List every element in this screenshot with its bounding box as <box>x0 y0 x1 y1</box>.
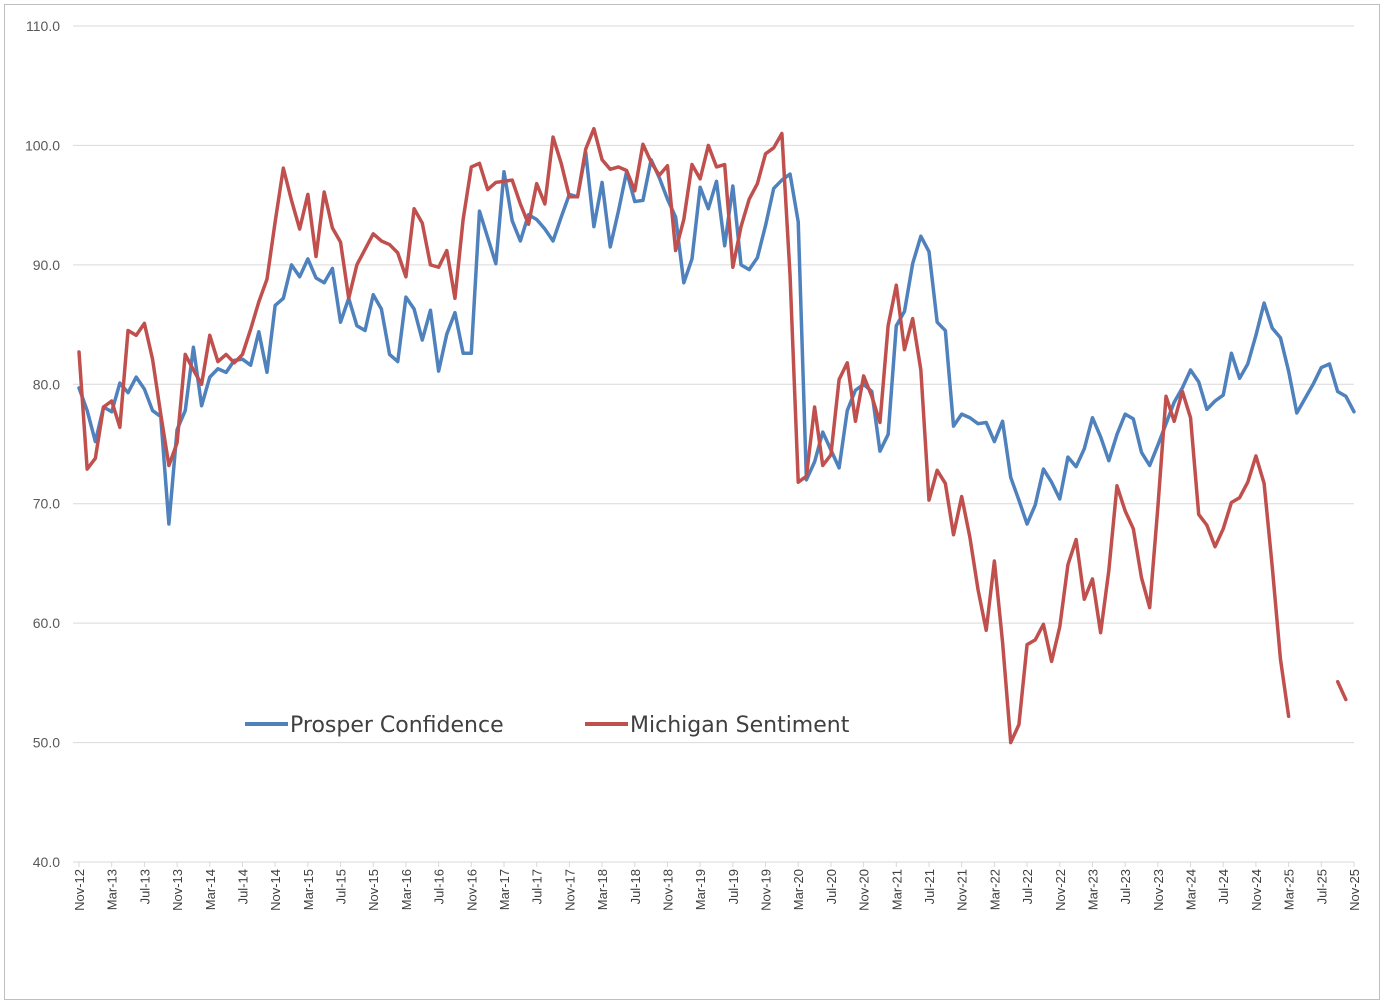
series-lines <box>77 126 1356 745</box>
x-tick-label: Jul-16 <box>432 869 447 904</box>
x-tick-label: Nov-12 <box>72 869 87 911</box>
x-tick-label: Jul-13 <box>137 869 152 904</box>
legend-label-michigan: Michigan Sentiment <box>630 713 850 738</box>
x-tick-label: Nov-17 <box>562 869 577 911</box>
x-tick-label: Jul-17 <box>530 869 545 904</box>
x-tick-label: Mar-13 <box>105 869 120 910</box>
x-tick-label: Nov-15 <box>366 869 381 911</box>
x-tick-label: Jul-20 <box>824 869 839 904</box>
x-tick-label: Mar-24 <box>1184 869 1199 910</box>
x-tick-label: Mar-17 <box>497 869 512 910</box>
x-tick-label: Nov-23 <box>1151 869 1166 911</box>
x-tick-label: Nov-21 <box>955 869 970 911</box>
x-tick-label: Nov-16 <box>464 869 479 911</box>
x-tick-label: Mar-16 <box>399 869 414 910</box>
x-axis <box>78 861 1355 867</box>
x-tick-label: Jul-22 <box>1020 869 1035 904</box>
x-tick-label: Mar-14 <box>203 869 218 910</box>
x-tick-label: Mar-21 <box>889 869 904 910</box>
x-tick-label: Nov-13 <box>170 869 185 911</box>
legend-label-prosper: Prosper Confidence <box>290 713 504 738</box>
x-tick-label: Jul-14 <box>235 869 250 904</box>
x-tick-label: Mar-19 <box>693 869 708 910</box>
x-tick-label: Jul-19 <box>726 869 741 904</box>
series-line-prosper-confidence <box>77 150 1356 526</box>
x-tick-label: Nov-18 <box>660 869 675 911</box>
x-tick-label: Jul-23 <box>1118 869 1133 904</box>
x-tick-label: Jul-18 <box>628 869 643 904</box>
x-tick-label: Nov-24 <box>1249 869 1264 911</box>
x-tick-label: Jul-25 <box>1314 869 1329 904</box>
x-tick-label: Mar-22 <box>987 869 1002 910</box>
y-tick-label: 100.0 <box>25 137 60 153</box>
y-tick-label: 60.0 <box>33 615 60 631</box>
x-tick-label: Nov-14 <box>268 869 283 911</box>
y-tick-label: 70.0 <box>33 496 60 512</box>
series-line-michigan-sentiment <box>77 126 1348 745</box>
x-tick-label: Nov-19 <box>759 869 774 911</box>
y-axis-tick-labels: 40.0 50.0 60.0 70.0 80.0 90.0 100.0 110.0 <box>25 18 60 870</box>
y-tick-label: 80.0 <box>33 376 60 392</box>
x-axis-tick-labels: Nov-12 Mar-13 Jul-13 Nov-13 Mar-14 Jul-14 Nov-… <box>72 869 1362 911</box>
y-tick-label: 110.0 <box>26 18 60 34</box>
x-tick-label: Mar-15 <box>301 869 316 910</box>
y-tick-label: 90.0 <box>33 257 60 273</box>
x-tick-label: Mar-18 <box>595 869 610 910</box>
x-tick-label: Nov-22 <box>1053 869 1068 911</box>
y-tick-label: 50.0 <box>33 735 60 751</box>
x-tick-label: Nov-20 <box>857 869 872 911</box>
x-tick-label: Nov-25 <box>1347 869 1362 911</box>
x-tick-label: Mar-23 <box>1085 869 1100 910</box>
x-tick-label: Mar-25 <box>1282 869 1297 910</box>
x-tick-label: Jul-21 <box>922 869 937 904</box>
x-tick-label: Jul-15 <box>334 869 349 904</box>
legend: Prosper Confidence Michigan Sentiment <box>245 713 850 738</box>
x-tick-label: Mar-20 <box>791 869 806 910</box>
y-tick-label: 40.0 <box>33 854 60 870</box>
x-tick-label: Jul-24 <box>1216 869 1231 904</box>
